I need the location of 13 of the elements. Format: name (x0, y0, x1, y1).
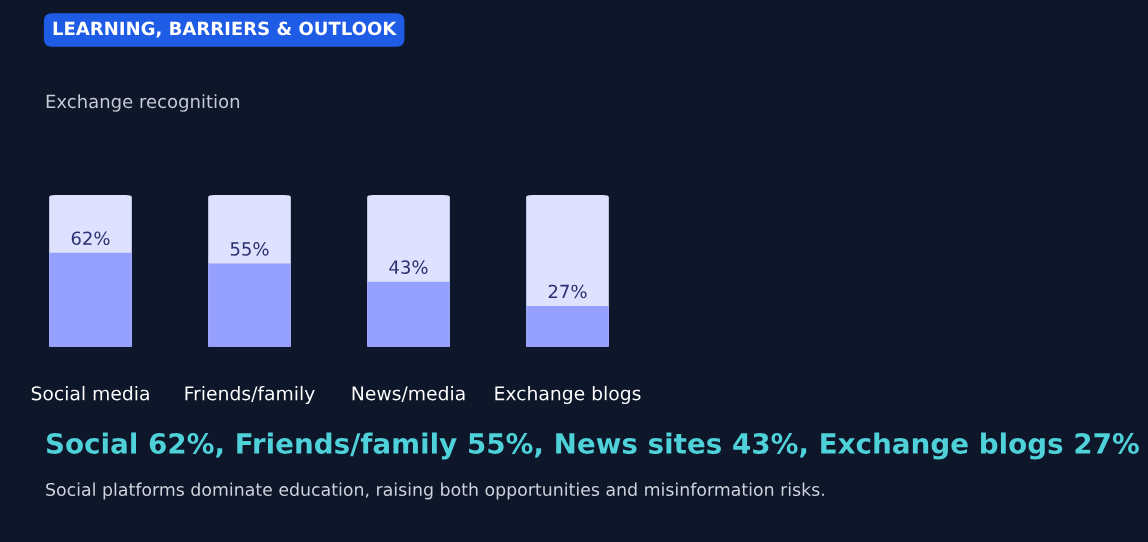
x-tick-label: Friends/family (185, 385, 315, 405)
data-label: 55% (230, 242, 269, 256)
data-label: 62% (71, 231, 110, 246)
x-tick-label: News/media (352, 385, 465, 402)
data-label: 27% (548, 284, 587, 299)
bar (526, 305, 609, 347)
chart-title: LEARNING, BARRIERS & OUTLOOK (53, 21, 397, 38)
text: Social 62%, Friends/family 55%, News sites 43%, Exchange blogs 27% (46, 432, 1139, 460)
data-label: 43% (389, 260, 428, 274)
x-tick-label: Exchange blogs (495, 385, 641, 405)
x-tick-label: Social media (31, 385, 149, 401)
chart-subtitle: Exchange recognition (46, 94, 240, 112)
text: Social platforms dominate education, raising both opportunities and misinformation risks. (46, 482, 824, 500)
